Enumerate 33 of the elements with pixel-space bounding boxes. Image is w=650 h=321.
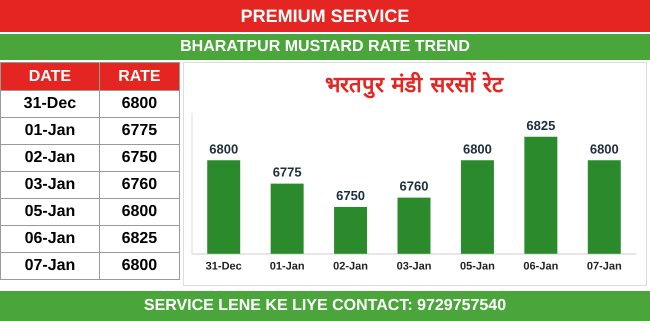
x-tick-label: 31-Dec (206, 260, 242, 272)
category-label: 06-Jan (0, 226, 100, 252)
chart-title: भरतपुर मंडी सरसों रेट (325, 70, 504, 99)
data-label: 6800 (99, 198, 180, 226)
data-label: 6800 (462, 141, 492, 156)
category-label: 03-Jan (0, 172, 100, 198)
category-label: 02-Jan (0, 144, 100, 172)
x-tick-label: 03-Jan (396, 260, 432, 272)
text: DATE (0, 62, 100, 90)
text: BHARATPUR MUSTARD RATE TREND (0, 34, 650, 60)
x-tick-label: 06-Jan (523, 260, 559, 272)
data-label: 6800 (590, 141, 619, 156)
data-label: 6760 (400, 178, 428, 194)
category-label: 01-Jan (0, 118, 100, 144)
data-label: 6775 (99, 118, 180, 144)
data-label: 6825 (99, 226, 180, 252)
data-label: 6760 (99, 172, 180, 198)
text: SERVICE LENE KE LIYE CONTACT: 9729757540 (0, 291, 650, 321)
data-label: 6800 (99, 90, 180, 118)
category-label: 05-Jan (0, 198, 100, 226)
text: PREMIUM SERVICE (0, 0, 650, 32)
data-label: 6750 (336, 188, 366, 204)
category-label: 31-Dec (0, 90, 100, 118)
data-label: 6800 (209, 141, 238, 156)
text: RATE (99, 62, 180, 90)
x-tick-label: 01-Jan (270, 260, 305, 272)
data-label: 6750 (99, 144, 180, 172)
data-label: 6775 (272, 164, 302, 180)
x-tick-label: 02-Jan (333, 260, 368, 272)
x-tick-label: 05-Jan (460, 260, 496, 272)
x-tick-label: 07-Jan (586, 260, 622, 272)
data-label: 6825 (526, 118, 556, 133)
data-label: 6800 (99, 252, 180, 280)
